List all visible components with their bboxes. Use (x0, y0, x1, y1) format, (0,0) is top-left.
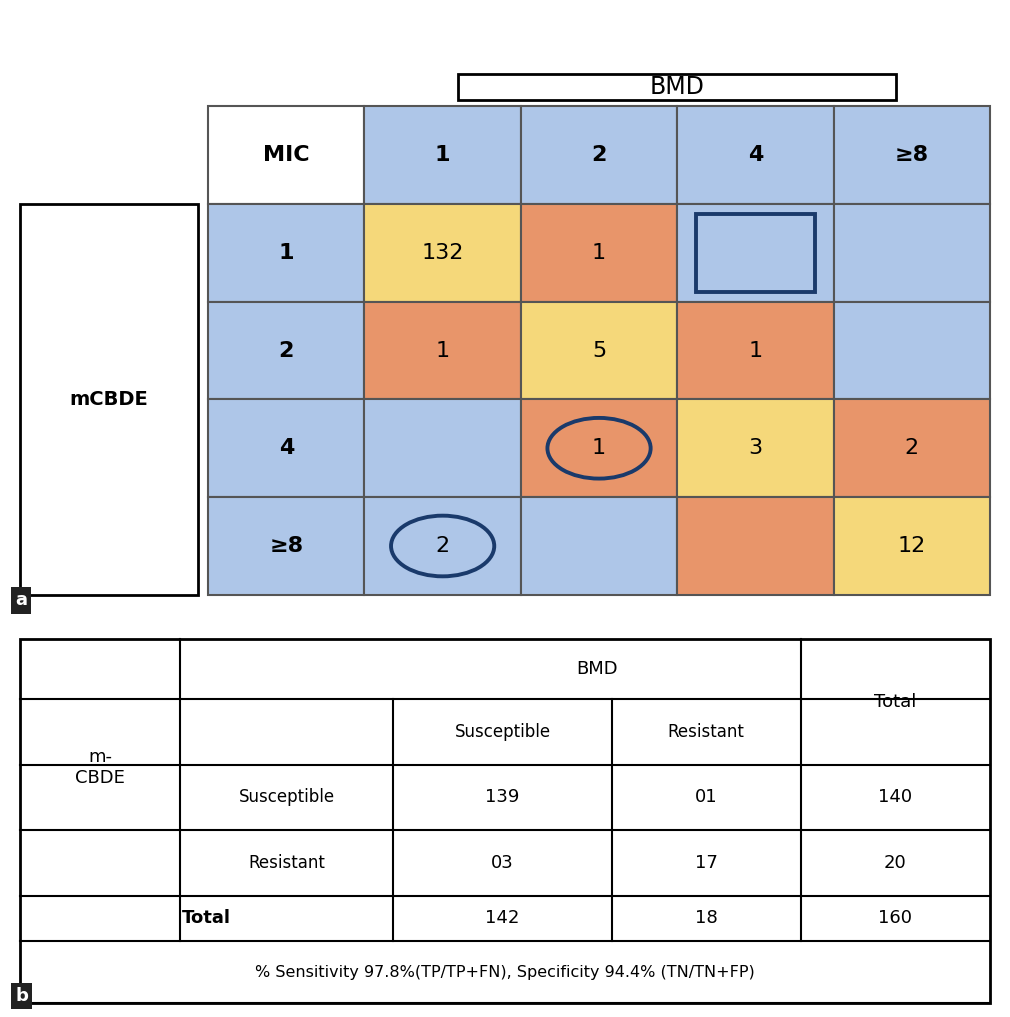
Text: 1: 1 (279, 243, 294, 262)
FancyBboxPatch shape (208, 302, 365, 400)
Text: 160: 160 (879, 909, 912, 928)
FancyBboxPatch shape (678, 400, 833, 497)
Text: 5: 5 (592, 341, 606, 360)
FancyBboxPatch shape (678, 106, 833, 203)
Text: 2: 2 (591, 145, 607, 165)
Text: a: a (15, 592, 27, 609)
FancyBboxPatch shape (20, 639, 990, 1003)
Text: BMD: BMD (577, 660, 618, 678)
FancyBboxPatch shape (833, 106, 990, 203)
FancyBboxPatch shape (459, 74, 896, 101)
Text: 1: 1 (748, 341, 763, 360)
FancyBboxPatch shape (833, 302, 990, 400)
Text: Resistant: Resistant (668, 723, 744, 740)
Text: 1: 1 (592, 438, 606, 459)
FancyBboxPatch shape (208, 497, 365, 595)
FancyBboxPatch shape (521, 106, 678, 203)
Text: 17: 17 (695, 854, 718, 872)
Text: ≥8: ≥8 (270, 536, 303, 556)
Text: MIC: MIC (263, 145, 310, 165)
Text: 2: 2 (905, 438, 919, 459)
FancyBboxPatch shape (208, 106, 365, 203)
FancyBboxPatch shape (208, 400, 365, 497)
Text: 1: 1 (435, 145, 450, 165)
FancyBboxPatch shape (833, 203, 990, 302)
Text: 12: 12 (898, 536, 926, 556)
FancyBboxPatch shape (365, 302, 521, 400)
FancyBboxPatch shape (365, 203, 521, 302)
Text: 18: 18 (695, 909, 718, 928)
Text: 132: 132 (421, 243, 464, 262)
FancyBboxPatch shape (521, 497, 678, 595)
Text: Total: Total (182, 909, 231, 928)
Text: 2: 2 (279, 341, 294, 360)
Text: 2: 2 (435, 536, 449, 556)
Text: % Sensitivity 97.8%(TP/TP+FN), Specificity 94.4% (TN/TN+FP): % Sensitivity 97.8%(TP/TP+FN), Specifici… (256, 965, 754, 979)
Text: 4: 4 (747, 145, 764, 165)
Text: 4: 4 (279, 438, 294, 459)
FancyBboxPatch shape (365, 106, 521, 203)
FancyBboxPatch shape (365, 400, 521, 497)
Text: Total: Total (875, 693, 917, 711)
Text: 20: 20 (884, 854, 907, 872)
Text: Resistant: Resistant (248, 854, 325, 872)
FancyBboxPatch shape (20, 203, 198, 595)
Text: Susceptible: Susceptible (238, 788, 334, 806)
Text: 140: 140 (879, 788, 912, 806)
Text: ≥8: ≥8 (895, 145, 929, 165)
FancyBboxPatch shape (833, 497, 990, 595)
Text: 01: 01 (695, 788, 717, 806)
FancyBboxPatch shape (678, 203, 833, 302)
Text: b: b (15, 986, 28, 1005)
Text: 139: 139 (486, 788, 520, 806)
Text: 3: 3 (748, 438, 763, 459)
Text: BMD: BMD (649, 75, 705, 100)
FancyBboxPatch shape (521, 302, 678, 400)
FancyBboxPatch shape (365, 497, 521, 595)
FancyBboxPatch shape (833, 400, 990, 497)
FancyBboxPatch shape (678, 302, 833, 400)
FancyBboxPatch shape (678, 497, 833, 595)
FancyBboxPatch shape (521, 203, 678, 302)
FancyBboxPatch shape (208, 203, 365, 302)
Text: m-
CBDE: m- CBDE (75, 747, 125, 787)
Text: mCBDE: mCBDE (70, 390, 148, 409)
Text: 03: 03 (491, 854, 514, 872)
FancyBboxPatch shape (521, 400, 678, 497)
Text: Susceptible: Susceptible (454, 723, 550, 740)
Text: 1: 1 (592, 243, 606, 262)
Text: 1: 1 (435, 341, 449, 360)
Text: 142: 142 (486, 909, 520, 928)
